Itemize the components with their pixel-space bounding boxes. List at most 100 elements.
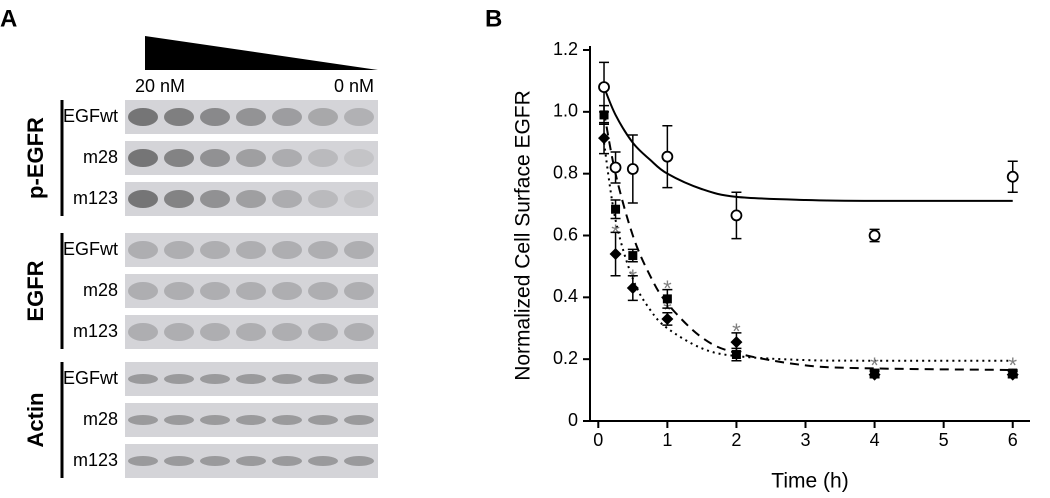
row-label: m123 bbox=[73, 188, 118, 208]
band bbox=[164, 108, 194, 126]
band bbox=[200, 149, 230, 167]
x-tick-label: 1 bbox=[662, 430, 672, 450]
blot bbox=[125, 362, 378, 396]
band bbox=[164, 374, 194, 384]
band bbox=[164, 415, 194, 425]
band bbox=[128, 149, 158, 167]
blot bbox=[125, 315, 378, 349]
x-tick-label: 4 bbox=[870, 430, 880, 450]
band bbox=[344, 323, 374, 341]
marker bbox=[661, 150, 674, 163]
marker bbox=[868, 368, 881, 381]
band bbox=[164, 149, 194, 167]
y-tick-label: 0.8 bbox=[553, 162, 578, 182]
fit-line bbox=[603, 86, 1013, 202]
band bbox=[236, 282, 266, 300]
x-tick-label: 3 bbox=[801, 430, 811, 450]
y-tick-label: 1.2 bbox=[553, 39, 578, 59]
band bbox=[164, 282, 194, 300]
band bbox=[272, 190, 302, 208]
x-tick-label: 0 bbox=[593, 430, 603, 450]
band bbox=[236, 323, 266, 341]
significance-mark: * bbox=[663, 276, 672, 301]
x-tick-label: 2 bbox=[731, 430, 741, 450]
band bbox=[344, 282, 374, 300]
band bbox=[344, 456, 374, 466]
significance-mark: * bbox=[732, 319, 741, 344]
band bbox=[128, 108, 158, 126]
x-tick-label: 6 bbox=[1008, 430, 1018, 450]
band bbox=[272, 108, 302, 126]
band bbox=[236, 108, 266, 126]
band bbox=[164, 456, 194, 466]
fit-line bbox=[603, 142, 1013, 362]
row-label: m28 bbox=[83, 280, 118, 300]
marker bbox=[598, 81, 610, 93]
marker bbox=[609, 248, 622, 261]
band bbox=[128, 323, 158, 341]
band bbox=[164, 323, 194, 341]
band bbox=[308, 190, 338, 208]
band bbox=[200, 415, 230, 425]
row-label: m123 bbox=[73, 321, 118, 341]
band bbox=[344, 374, 374, 384]
band bbox=[200, 241, 230, 259]
band bbox=[272, 241, 302, 259]
band bbox=[344, 190, 374, 208]
marker bbox=[661, 312, 674, 325]
band bbox=[200, 323, 230, 341]
blot bbox=[125, 233, 378, 267]
band bbox=[344, 108, 374, 126]
band bbox=[308, 108, 338, 126]
band bbox=[200, 190, 230, 208]
y-tick-label: 0 bbox=[568, 410, 578, 430]
y-tick-label: 0.2 bbox=[553, 348, 578, 368]
band bbox=[236, 149, 266, 167]
band bbox=[272, 149, 302, 167]
marker bbox=[626, 282, 639, 295]
band bbox=[128, 415, 158, 425]
band bbox=[272, 456, 302, 466]
marker bbox=[730, 336, 743, 349]
blot bbox=[125, 444, 378, 478]
marker bbox=[609, 161, 622, 174]
y-tick-label: 0.4 bbox=[553, 286, 578, 306]
row-label: m28 bbox=[83, 409, 118, 429]
fit-line bbox=[603, 111, 1013, 371]
blot bbox=[125, 274, 378, 308]
y-tick-label: 0.6 bbox=[553, 224, 578, 244]
band bbox=[236, 374, 266, 384]
significance-mark: * bbox=[663, 297, 672, 322]
marker bbox=[868, 229, 881, 242]
row-label: EGFwt bbox=[63, 368, 118, 388]
marker bbox=[611, 204, 621, 214]
gradient-wedge bbox=[145, 36, 378, 70]
row-label: m123 bbox=[73, 450, 118, 470]
marker bbox=[626, 163, 639, 175]
band bbox=[344, 415, 374, 425]
significance-mark: * bbox=[870, 353, 879, 378]
band bbox=[236, 415, 266, 425]
band bbox=[236, 190, 266, 208]
band bbox=[200, 282, 230, 300]
band bbox=[200, 456, 230, 466]
marker bbox=[1006, 170, 1019, 183]
band bbox=[308, 374, 338, 384]
band bbox=[128, 190, 158, 208]
marker bbox=[731, 350, 741, 360]
group-label: p-EGFR bbox=[23, 117, 48, 199]
band bbox=[200, 374, 230, 384]
conc-label: 20 nM bbox=[135, 76, 185, 96]
panel-label: B bbox=[485, 5, 502, 32]
marker bbox=[628, 251, 638, 261]
band bbox=[128, 282, 158, 300]
x-tick-label: 5 bbox=[939, 430, 949, 450]
band bbox=[344, 241, 374, 259]
band bbox=[308, 241, 338, 259]
group-label: EGFR bbox=[23, 260, 48, 321]
row-label: EGFwt bbox=[63, 239, 118, 259]
band bbox=[272, 323, 302, 341]
band bbox=[236, 456, 266, 466]
band bbox=[128, 241, 158, 259]
band bbox=[272, 415, 302, 425]
